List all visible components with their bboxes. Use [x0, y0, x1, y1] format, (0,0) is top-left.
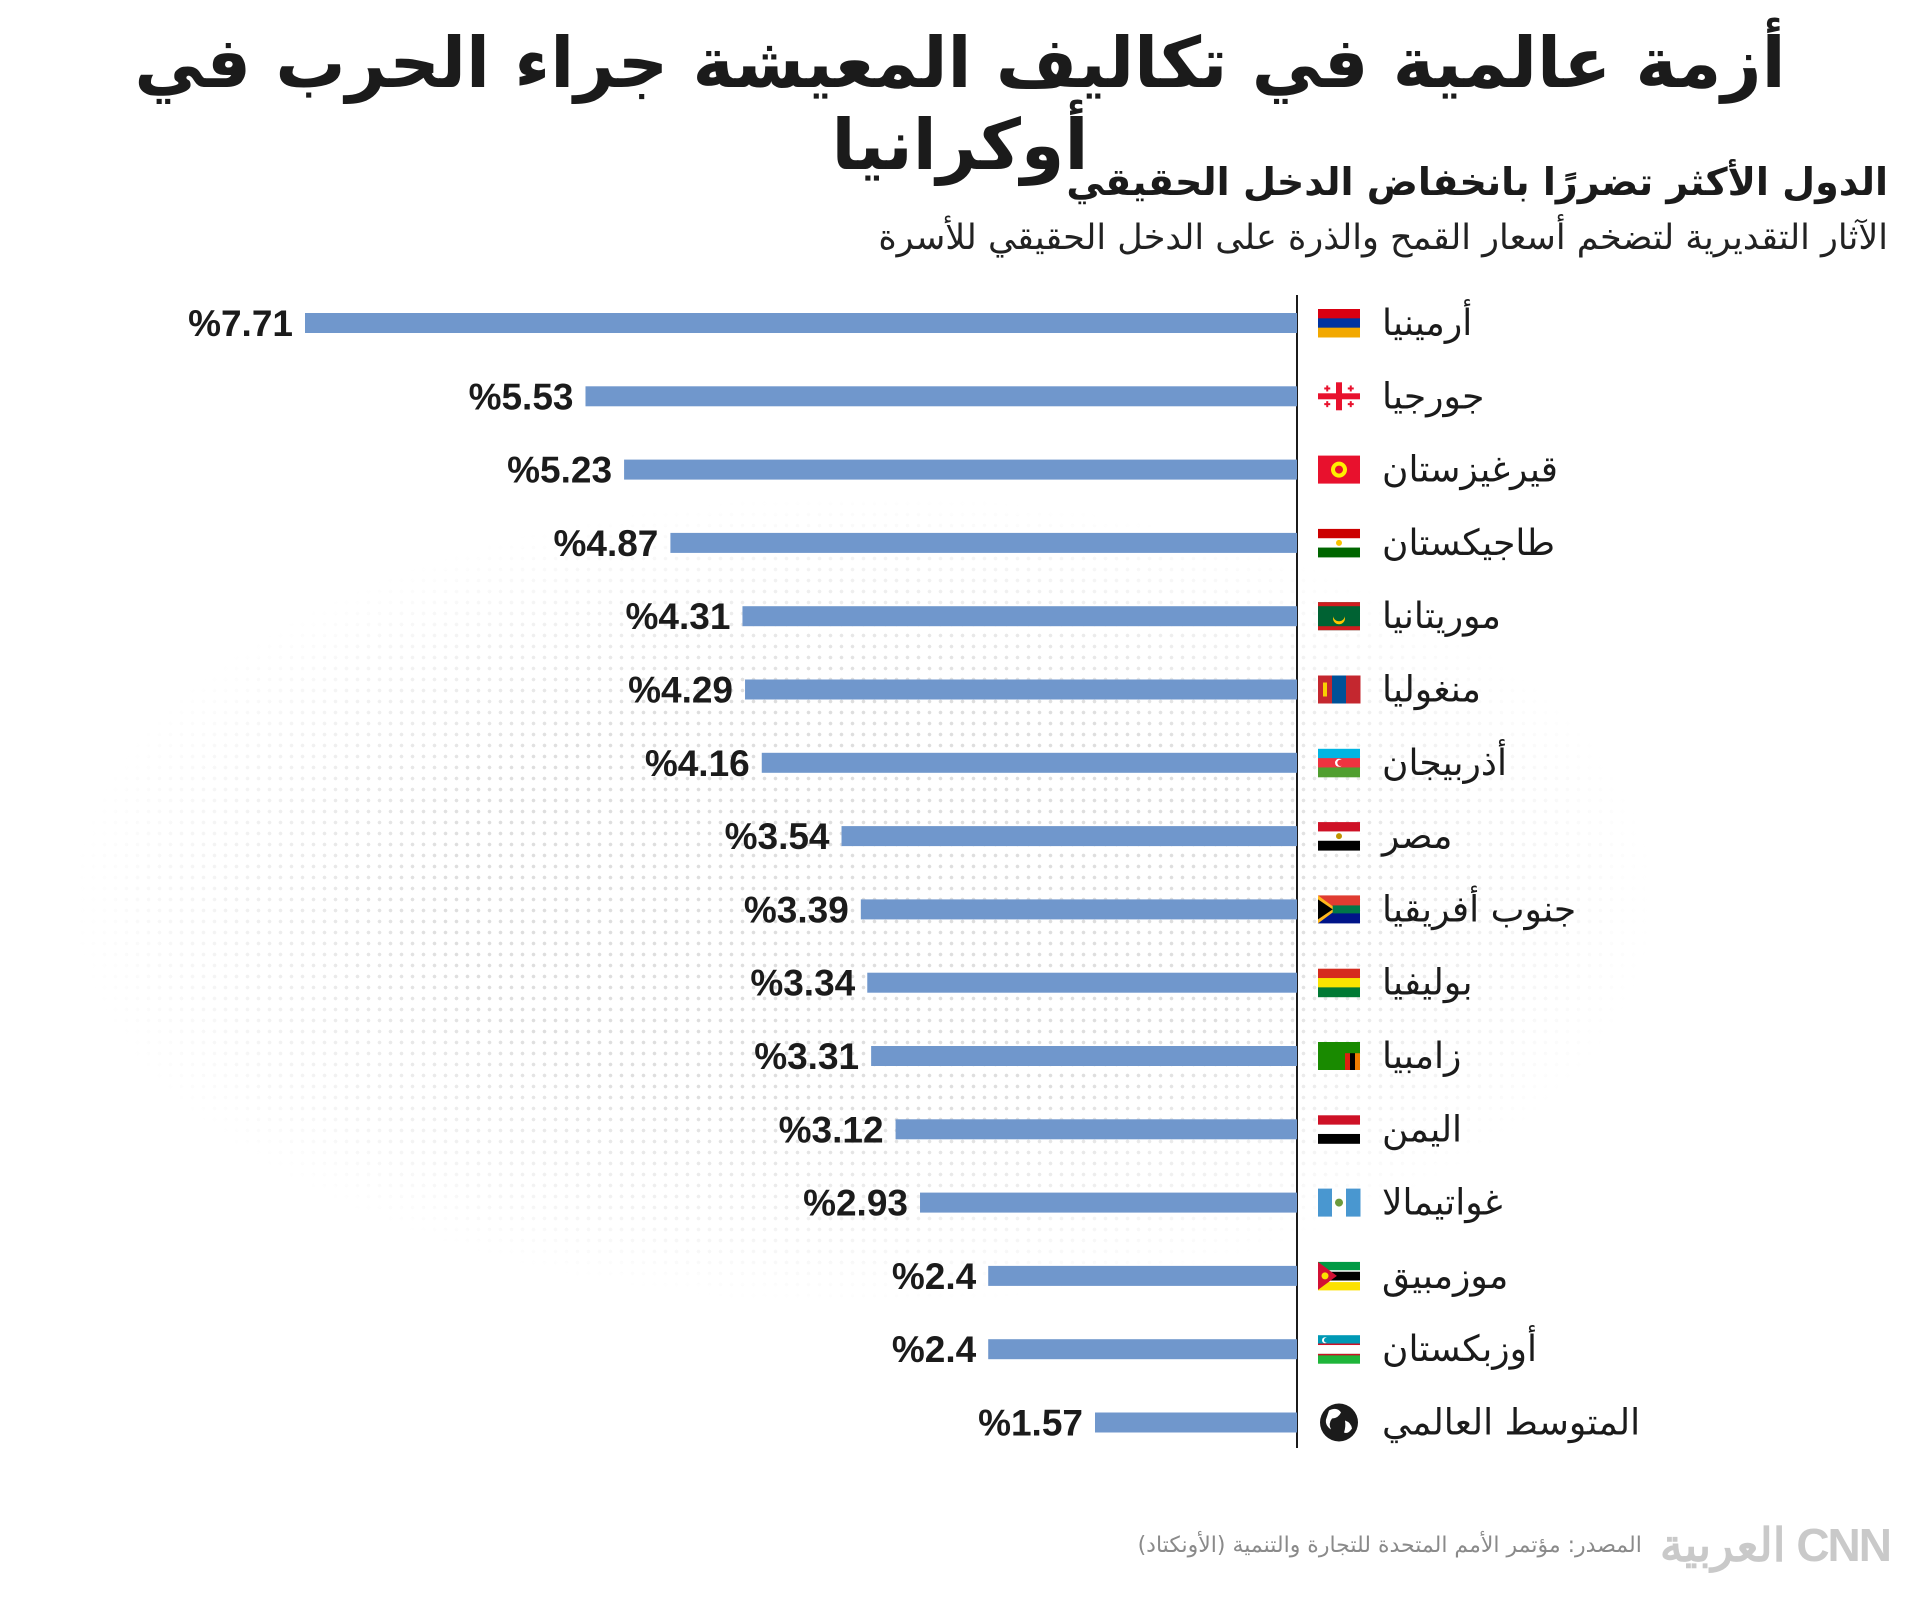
category-label: جورجيا: [1382, 376, 1484, 417]
value-label: %4.16: [645, 743, 750, 784]
bar: [988, 1339, 1297, 1360]
value-label: %3.12: [779, 1109, 884, 1150]
bolivia-flag-icon: [1318, 968, 1360, 998]
page-title: أزمة عالمية في تكاليف المعيشة جراء الحرب…: [134, 22, 1786, 186]
bar: [670, 532, 1297, 553]
chart-subtitle: الدول الأكثر تضررًا بانخفاض الدخل الحقيق…: [1066, 160, 1888, 204]
category-label: أذربيجان: [1382, 739, 1507, 784]
category-label: جنوب أفريقيا: [1382, 885, 1576, 930]
egypt-flag-icon: [1318, 822, 1360, 851]
armenia-flag-icon: [1318, 309, 1360, 338]
bar-row: %4.87 طاجيكستان: [553, 523, 1555, 564]
bar: [867, 972, 1297, 993]
value-label: %3.54: [725, 816, 830, 857]
zambia-flag-icon: [1318, 1042, 1360, 1070]
chart-description: الآثار التقديرية لتضخم أسعار القمح والذر…: [878, 218, 1888, 258]
bar-row: %5.53 جورجيا: [469, 376, 1485, 417]
bar: [742, 606, 1297, 627]
category-label: المتوسط العالمي: [1382, 1403, 1640, 1444]
yemen-flag-icon: [1318, 1115, 1360, 1144]
bar: [860, 899, 1297, 920]
mozambique-flag-icon: [1318, 1261, 1360, 1291]
value-label: %2.93: [803, 1183, 908, 1224]
value-label: %4.87: [553, 523, 658, 564]
uzbekistan-flag-icon: [1318, 1335, 1360, 1364]
value-label: %5.23: [507, 450, 612, 491]
globe-flag-icon: [1320, 1403, 1358, 1442]
category-label: زامبيا: [1382, 1036, 1461, 1077]
georgia-flag-icon: [1318, 382, 1360, 411]
value-label: %2.4: [892, 1256, 977, 1297]
bar: [1094, 1412, 1297, 1433]
kyrgyzstan-flag-icon: [1318, 455, 1360, 484]
bar: [988, 1265, 1297, 1286]
bar-row: %2.93 غواتيمالا: [803, 1183, 1503, 1224]
bar: [871, 1046, 1297, 1066]
bar: [305, 313, 1297, 333]
category-label: مصر: [1380, 816, 1452, 857]
value-label: %3.39: [744, 889, 849, 930]
value-label: %3.31: [754, 1036, 859, 1077]
bar-row: %3.34 بوليفيا: [750, 963, 1472, 1004]
bar-row: %7.71 أرمينيا: [188, 299, 1472, 344]
bar-row: %3.39 جنوب أفريقيا: [744, 885, 1576, 930]
bar-row: %3.31 زامبيا: [754, 1036, 1461, 1077]
value-label: %4.29: [628, 670, 733, 711]
azerbaijan-flag-icon: [1318, 748, 1360, 778]
value-label: %3.34: [750, 963, 855, 1004]
bar: [841, 826, 1297, 847]
mauritania-flag-icon: [1318, 602, 1360, 631]
bar-row: %2.4 موزمبيق: [892, 1256, 1508, 1297]
category-label: بوليفيا: [1382, 963, 1473, 1004]
bar-row: %5.23 قيرغيزستان: [507, 450, 1558, 491]
bar-row: %3.12 اليمن: [779, 1109, 1462, 1150]
bar-row: %4.31 موريتانيا: [626, 596, 1501, 637]
bar: [745, 679, 1297, 700]
value-label: %7.71: [188, 303, 293, 344]
south-africa-flag-icon: [1318, 895, 1360, 924]
category-label: غواتيمالا: [1382, 1183, 1503, 1224]
cnn-arabic-logo: CNN العربية: [1659, 1519, 1892, 1571]
footer: CNN العربية المصدر: مؤتمر الأمم المتحدة …: [1137, 1518, 1892, 1572]
category-label: طاجيكستان: [1382, 523, 1555, 564]
bar-row: %4.29 منغوليا: [628, 670, 1481, 711]
category-label: اليمن: [1382, 1109, 1462, 1150]
bar-row: %4.16 أذربيجان: [645, 739, 1507, 784]
value-label: %2.4: [892, 1329, 977, 1370]
source-text: المصدر: مؤتمر الأمم المتحدة للتجارة والت…: [1137, 1532, 1642, 1558]
mongolia-flag-icon: [1318, 675, 1361, 704]
guatemala-flag-icon: [1318, 1188, 1361, 1217]
bar: [585, 386, 1297, 407]
value-label: %4.31: [626, 596, 731, 637]
bar-row: %3.54 مصر: [725, 816, 1453, 857]
bar: [624, 459, 1297, 480]
tajikistan-flag-icon: [1318, 528, 1360, 558]
category-label: قيرغيزستان: [1382, 450, 1558, 491]
value-label: %1.57: [978, 1403, 1083, 1444]
bar: [761, 752, 1297, 773]
category-label: منغوليا: [1382, 670, 1481, 711]
category-label: أرمينيا: [1382, 299, 1472, 344]
bar: [920, 1192, 1297, 1213]
category-label: موزمبيق: [1382, 1256, 1508, 1297]
category-label: موريتانيا: [1382, 596, 1501, 637]
category-label: أوزبكستان: [1382, 1325, 1537, 1370]
value-label: %5.53: [469, 376, 574, 417]
bar-row: %1.57 المتوسط العالمي: [978, 1403, 1640, 1444]
bar: [895, 1119, 1297, 1140]
bar-row: %2.4 أوزبكستان: [892, 1325, 1537, 1370]
